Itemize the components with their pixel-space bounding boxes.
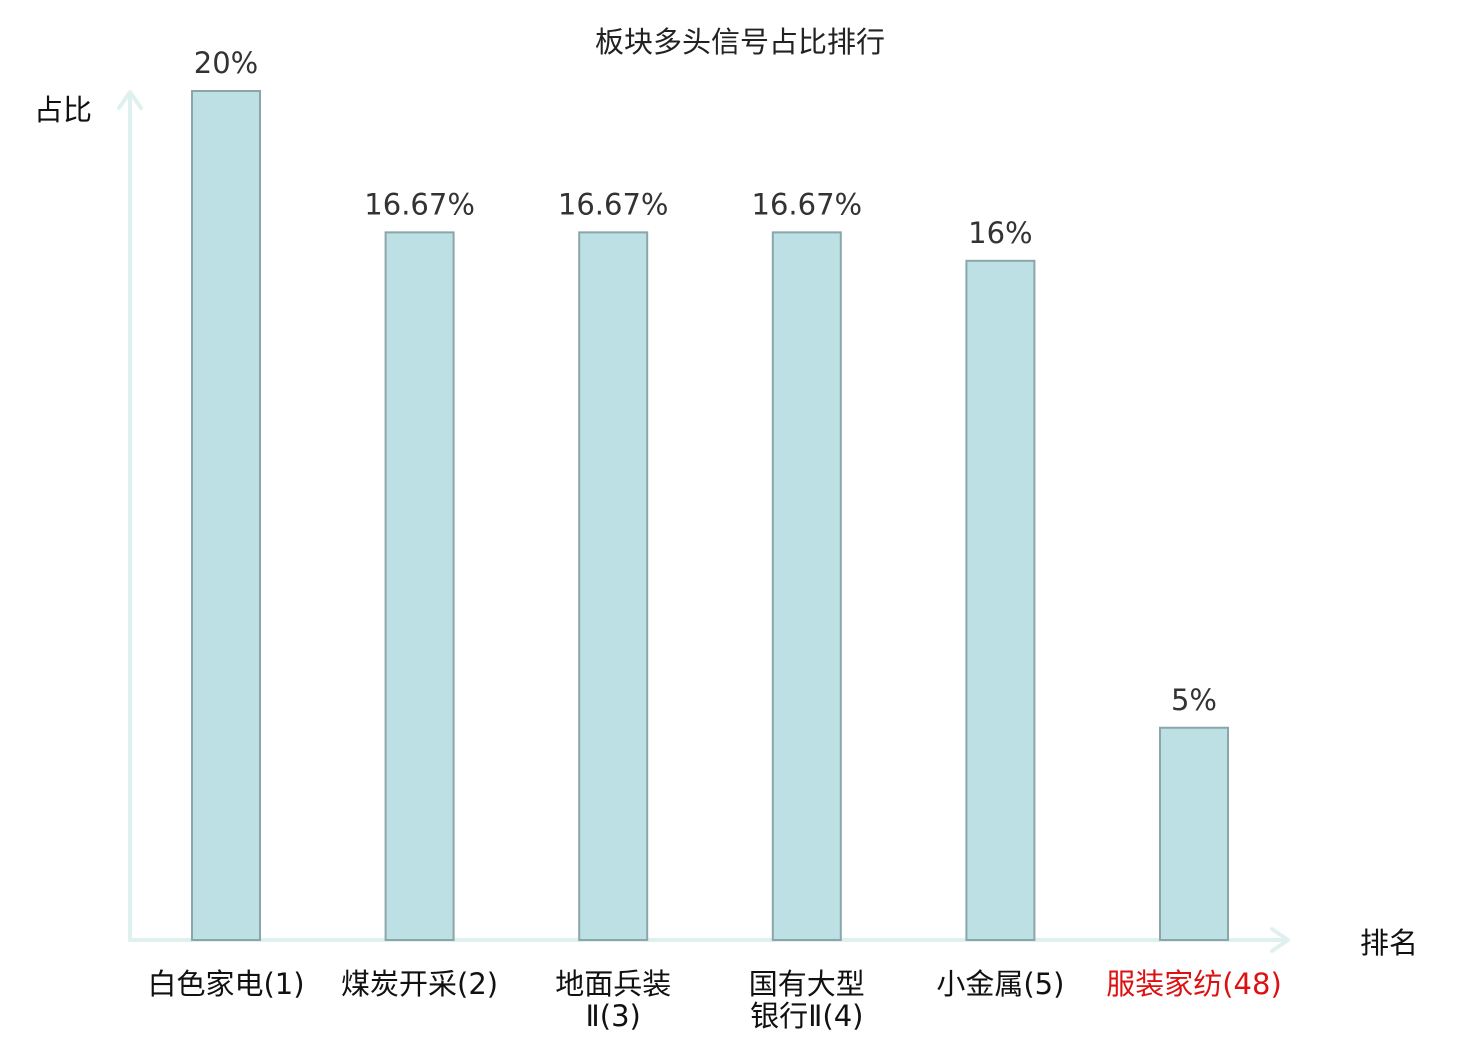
bar-1	[191, 90, 261, 941]
axes	[117, 90, 1290, 953]
value-label-1: 20%	[194, 46, 258, 80]
value-label-3: 16.67%	[558, 187, 669, 221]
value-label-2: 16.67%	[364, 187, 475, 221]
category-label-4-line-1: 国有大型	[749, 967, 865, 1001]
category-labels-group: 白色家电(1) 煤炭开采(2) 地面兵装 Ⅱ(3) 国有大型银行Ⅱ(4) 小金属(5) 服装…	[147, 967, 1281, 1033]
category-label-5-line-1: 小金属(5)	[936, 967, 1064, 1001]
category-label-4: 国有大型银行Ⅱ(4)	[749, 967, 865, 1033]
bar-6	[1159, 726, 1229, 941]
category-label-4-line-2: 银行Ⅱ(4)	[750, 999, 863, 1033]
x-axis-label: 排名	[1360, 926, 1418, 960]
bar-5	[965, 259, 1036, 941]
value-labels-group: 20% 16.67% 16.67% 16.67% 16% 5%	[194, 46, 1217, 717]
y-axis-arrow-icon	[117, 90, 143, 110]
category-label-6-line-1: 服装家纺(48)	[1106, 967, 1282, 1001]
category-label-3-line-2: Ⅱ(3)	[586, 999, 641, 1033]
y-axis-label: 占比	[34, 93, 92, 127]
category-label-5: 小金属(5)	[936, 967, 1064, 1001]
chart-title: 板块多头信号占比排行	[595, 25, 885, 59]
category-label-1-line-1: 白色家电(1)	[147, 967, 304, 1001]
x-axis-arrow-icon	[1270, 927, 1290, 953]
value-label-5: 16%	[968, 216, 1032, 250]
bar-4	[771, 231, 842, 941]
bar-3	[578, 231, 649, 941]
category-label-2-line-1: 煤炭开采(2)	[341, 967, 498, 1001]
category-label-1: 白色家电(1)	[147, 967, 304, 1001]
bars-group	[191, 90, 1229, 941]
category-label-3-line-1: 地面兵装	[555, 967, 671, 1001]
category-label-3: 地面兵装 Ⅱ(3)	[555, 967, 671, 1033]
value-label-4: 16.67%	[752, 187, 863, 221]
value-label-6: 5%	[1171, 683, 1217, 717]
category-label-2: 煤炭开采(2)	[341, 967, 498, 1001]
category-label-6: 服装家纺(48)	[1106, 967, 1282, 1001]
bar-2	[384, 231, 455, 941]
